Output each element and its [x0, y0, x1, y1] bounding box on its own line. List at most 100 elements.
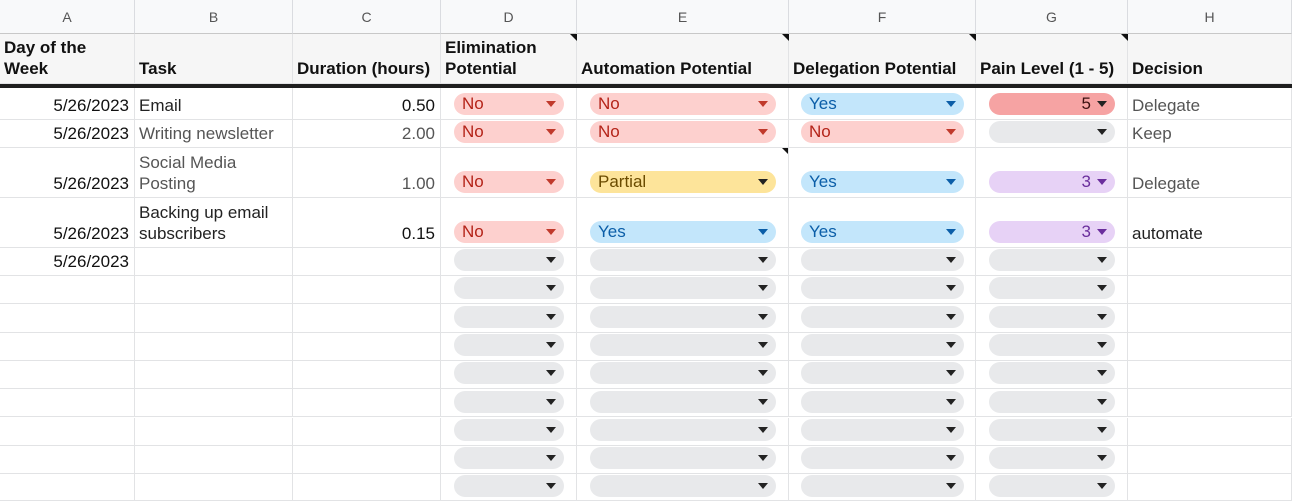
chevron-down-icon[interactable]	[546, 257, 556, 263]
deleg-dropdown[interactable]	[801, 447, 964, 470]
cell-date[interactable]	[0, 332, 135, 361]
cell-auto[interactable]	[577, 389, 789, 418]
chevron-down-icon[interactable]	[546, 341, 556, 348]
chevron-down-icon[interactable]	[758, 129, 768, 135]
chevron-down-icon[interactable]	[1097, 398, 1107, 405]
column-header-a[interactable]: A	[0, 0, 135, 34]
cell-decision[interactable]	[1128, 304, 1292, 333]
cell-task[interactable]	[135, 248, 293, 276]
comment-indicator[interactable]	[570, 34, 577, 41]
cell-pain[interactable]	[976, 120, 1128, 148]
chevron-down-icon[interactable]	[546, 313, 556, 320]
cell-duration[interactable]	[293, 304, 441, 333]
cell-pain[interactable]	[976, 276, 1128, 305]
cell-task[interactable]: Backing up email subscribers	[135, 198, 293, 248]
cell-duration[interactable]	[293, 417, 441, 446]
chevron-down-icon[interactable]	[546, 455, 556, 462]
auto-dropdown[interactable]: No	[590, 121, 776, 143]
cell-decision[interactable]	[1128, 276, 1292, 305]
cell-deleg[interactable]	[789, 198, 976, 248]
header-decision[interactable]: Decision	[1128, 34, 1292, 84]
cell-decision[interactable]	[1128, 248, 1292, 276]
pain-dropdown[interactable]: 5	[989, 93, 1115, 115]
cell-deleg[interactable]	[789, 389, 976, 418]
cell-task[interactable]	[135, 332, 293, 361]
header-task[interactable]: Task	[135, 34, 293, 84]
cell-task[interactable]: Social Media Posting	[135, 148, 293, 198]
header-pain-level[interactable]: Pain Level (1 - 5)	[976, 34, 1128, 84]
comment-indicator[interactable]	[782, 148, 789, 155]
chevron-down-icon[interactable]	[758, 341, 768, 348]
cell-elim[interactable]	[441, 88, 577, 120]
header-day-of-week[interactable]: Day of the Week	[0, 34, 135, 84]
pain-dropdown[interactable]	[989, 277, 1115, 300]
deleg-dropdown[interactable]: Yes	[801, 171, 964, 193]
chevron-down-icon[interactable]	[758, 313, 768, 320]
chevron-down-icon[interactable]	[946, 101, 956, 107]
header-automation[interactable]: Automation Potential	[577, 34, 789, 84]
cell-decision[interactable]: Keep	[1128, 120, 1292, 148]
cell-auto[interactable]	[577, 332, 789, 361]
cell-elim[interactable]	[441, 248, 577, 276]
deleg-dropdown[interactable]	[801, 362, 964, 385]
deleg-dropdown[interactable]: No	[801, 121, 964, 143]
cell-deleg[interactable]	[789, 304, 976, 333]
chevron-down-icon[interactable]	[758, 257, 768, 263]
cell-pain[interactable]	[976, 445, 1128, 475]
auto-dropdown[interactable]: No	[590, 93, 776, 115]
cell-duration[interactable]	[293, 445, 441, 475]
cell-auto[interactable]	[577, 474, 789, 501]
header-delegation[interactable]: Delegation Potential	[789, 34, 976, 84]
cell-duration[interactable]: 1.00	[293, 148, 441, 198]
cell-decision[interactable]	[1128, 474, 1292, 501]
chevron-down-icon[interactable]	[758, 229, 768, 235]
cell-deleg[interactable]	[789, 445, 976, 475]
elim-dropdown[interactable]	[454, 305, 564, 328]
cell-deleg[interactable]	[789, 120, 976, 148]
chevron-down-icon[interactable]	[758, 179, 768, 185]
column-header-g[interactable]: G	[976, 0, 1128, 34]
chevron-down-icon[interactable]	[546, 229, 556, 235]
chevron-down-icon[interactable]	[1097, 285, 1107, 292]
cell-decision[interactable]	[1128, 445, 1292, 475]
column-header-e[interactable]: E	[577, 0, 789, 34]
chevron-down-icon[interactable]	[946, 285, 956, 292]
cell-auto[interactable]	[577, 360, 789, 390]
cell-elim[interactable]	[441, 332, 577, 361]
elim-dropdown[interactable]: No	[454, 221, 564, 243]
chevron-down-icon[interactable]	[946, 313, 956, 320]
chevron-down-icon[interactable]	[758, 101, 768, 107]
cell-elim[interactable]	[441, 198, 577, 248]
cell-date[interactable]: 5/26/2023	[0, 120, 135, 148]
auto-dropdown[interactable]	[590, 305, 776, 328]
cell-decision[interactable]	[1128, 389, 1292, 418]
cell-auto[interactable]	[577, 417, 789, 446]
column-header-d[interactable]: D	[441, 0, 577, 34]
comment-indicator[interactable]	[1121, 34, 1128, 41]
cell-date[interactable]	[0, 276, 135, 305]
chevron-down-icon[interactable]	[546, 285, 556, 292]
cell-date[interactable]	[0, 417, 135, 446]
deleg-dropdown[interactable]: Yes	[801, 221, 964, 243]
elim-dropdown[interactable]	[454, 475, 564, 498]
chevron-down-icon[interactable]	[1097, 313, 1107, 320]
cell-task[interactable]	[135, 304, 293, 333]
chevron-down-icon[interactable]	[758, 285, 768, 292]
cell-deleg[interactable]	[789, 248, 976, 276]
chevron-down-icon[interactable]	[1097, 370, 1107, 377]
cell-duration[interactable]	[293, 474, 441, 501]
deleg-dropdown[interactable]	[801, 390, 964, 413]
cell-date[interactable]: 5/26/2023	[0, 88, 135, 120]
chevron-down-icon[interactable]	[946, 229, 956, 235]
cell-task[interactable]	[135, 389, 293, 418]
cell-pain[interactable]	[976, 474, 1128, 501]
chevron-down-icon[interactable]	[546, 426, 556, 433]
elim-dropdown[interactable]	[454, 390, 564, 413]
elim-dropdown[interactable]	[454, 249, 564, 271]
elim-dropdown[interactable]: No	[454, 171, 564, 193]
cell-elim[interactable]	[441, 445, 577, 475]
cell-elim[interactable]	[441, 120, 577, 148]
auto-dropdown[interactable]	[590, 475, 776, 498]
cell-duration[interactable]	[293, 276, 441, 305]
chevron-down-icon[interactable]	[946, 455, 956, 462]
